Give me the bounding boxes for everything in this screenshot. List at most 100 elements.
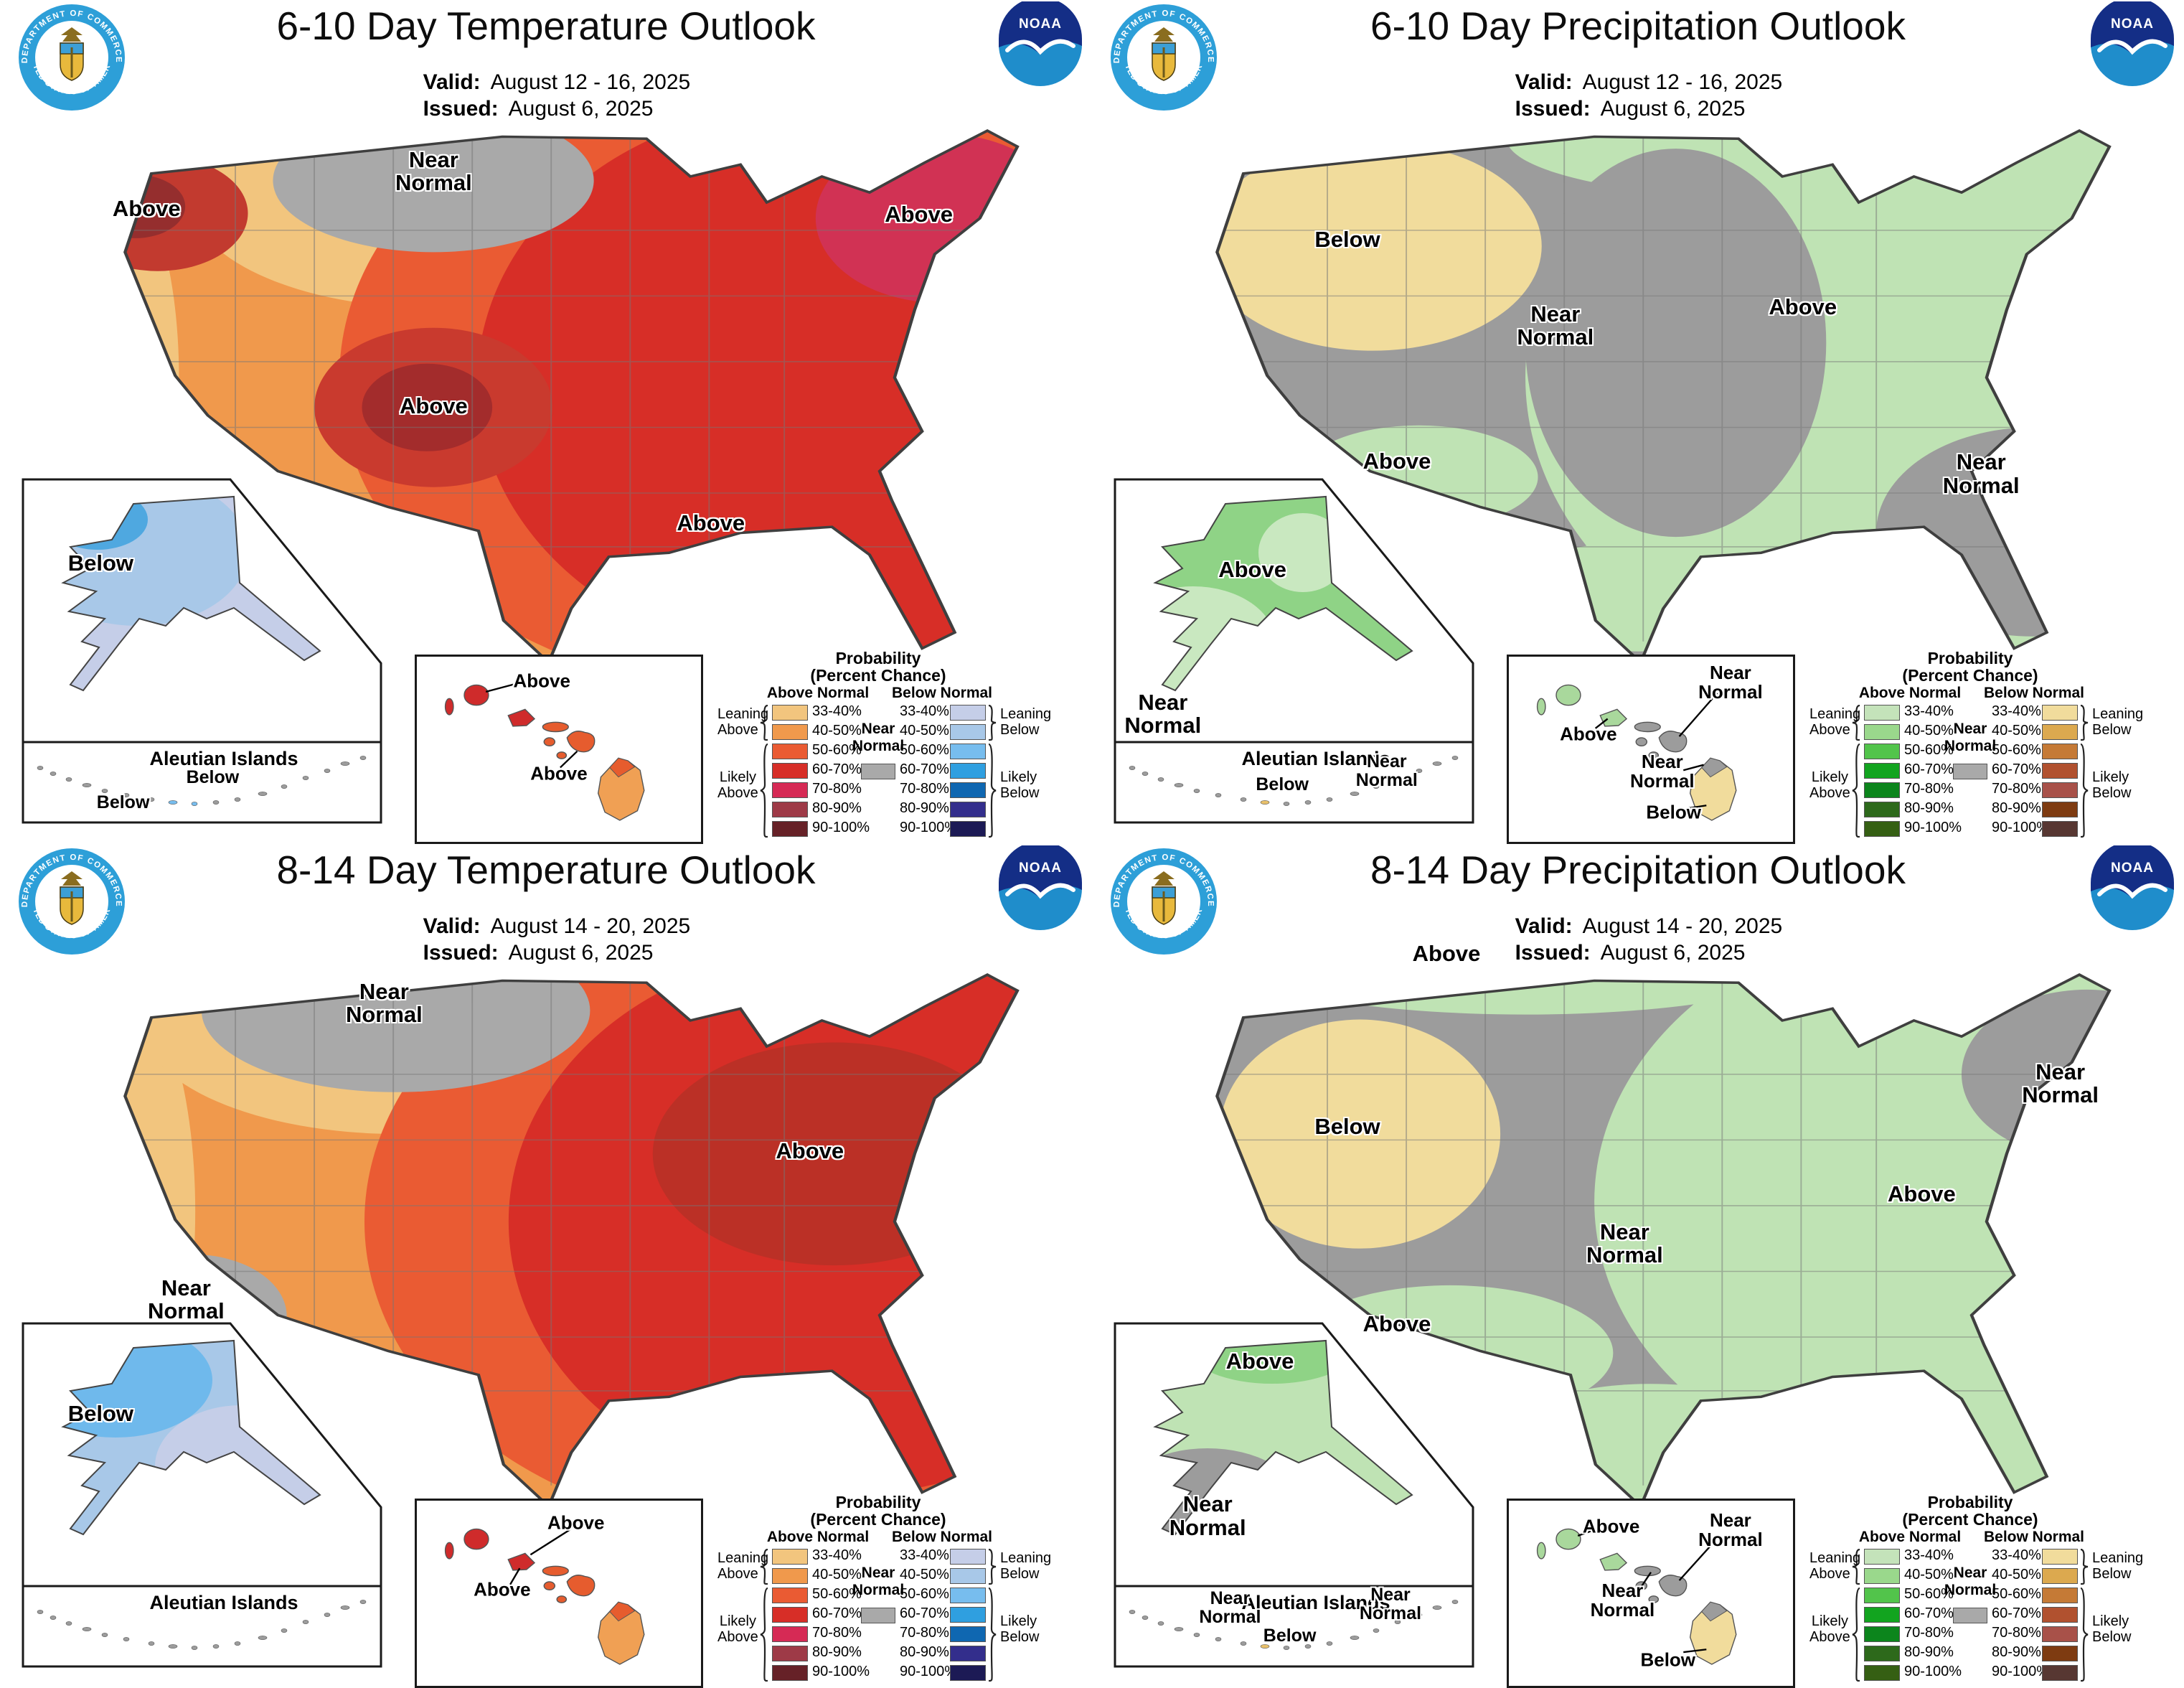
legend-above-percent: 33-40% — [812, 1547, 862, 1563]
panel-814-precipitation: DEPARTMENT OF COMMERCE UNITED STATES OF … — [1092, 844, 2184, 1688]
legend-above-percent: 33-40% — [1904, 1547, 1954, 1563]
legend-below-swatch — [2042, 1588, 2078, 1603]
region-label: Above — [547, 1511, 605, 1534]
legend-title: Probability — [835, 649, 921, 667]
legend-above-percent: 40-50% — [812, 723, 862, 738]
region-label: Near Normal — [1359, 1584, 1422, 1623]
region-label: Below — [186, 767, 240, 788]
leaning-below-label: Leaning Below — [1000, 706, 1052, 738]
legend-above-percent: 70-80% — [1904, 1625, 1954, 1641]
legend-below-percent: 80-90% — [900, 1644, 949, 1660]
region-label: Below — [67, 1401, 134, 1427]
legend-below-percent: 70-80% — [1992, 1625, 2041, 1641]
region-label: Below — [1256, 774, 1309, 795]
region-label: Near Normal — [2022, 1059, 2099, 1107]
probability-legend: Probability (Percent Chance) Above Normal B… — [717, 649, 1051, 844]
conus-map: Above Below Near Normal Above Near Normal Abo… — [1149, 923, 2140, 1540]
leaning-above-label: Leaning Above — [1809, 706, 1861, 738]
legend-below-percent: 60-70% — [900, 1605, 949, 1621]
leaning-above-brace — [1852, 1549, 1860, 1585]
noaa-logo-icon: NOAA — [2089, 844, 2175, 932]
region-label: Near Normal — [345, 978, 423, 1027]
legend-near-normal-label: Near Normal — [1944, 1565, 1997, 1598]
legend-below-swatch — [950, 1626, 986, 1642]
region-label: Below — [67, 550, 134, 576]
likely-below-brace — [987, 1588, 997, 1682]
page-title: 8-14 Day Precipitation Outlook — [1370, 848, 1906, 892]
legend-above-percent: 90-100% — [1904, 820, 1962, 835]
legend-below-percent: 70-80% — [1992, 781, 2041, 797]
legend-near-normal-swatch — [1953, 1608, 1987, 1623]
aleutian-islands-title: Aleutian Islands — [1241, 1591, 1390, 1613]
legend-above-swatch — [772, 802, 808, 817]
legend-above-swatch — [1864, 705, 1900, 721]
legend-above-percent: 50-60% — [812, 742, 862, 758]
legend-below-percent: 80-90% — [900, 800, 949, 816]
legend-below-percent: 33-40% — [1992, 1547, 2041, 1563]
conus-map-graphic — [1215, 129, 2112, 665]
legend-above-percent: 90-100% — [812, 1664, 870, 1679]
legend-above-percent: 50-60% — [812, 1586, 862, 1602]
region-label: Above — [530, 762, 588, 784]
legend-above-swatch — [1864, 1607, 1900, 1623]
region-label: Near Normal — [1590, 1580, 1655, 1621]
legend-above-percent: 60-70% — [1904, 761, 1954, 777]
legend-above-percent: 90-100% — [1904, 1664, 1962, 1679]
region-label: Near Normal — [1630, 750, 1695, 792]
region-label: Near Normal — [1124, 689, 1202, 738]
legend-above-percent: 70-80% — [1904, 781, 1954, 797]
issued-label: Issued: — [1515, 97, 1591, 121]
issued-value: August 6, 2025 — [508, 941, 654, 965]
alaska-inset-map: Aleutian Islands Below — [19, 1319, 392, 1671]
department-of-commerce-seal-icon: DEPARTMENT OF COMMERCE UNITED STATES OF … — [1106, 0, 1218, 112]
likely-below-label: Likely Below — [1000, 1613, 1040, 1645]
legend-above-percent: 33-40% — [812, 703, 862, 719]
legend-below-percent: 50-60% — [1992, 742, 2041, 758]
region-label: Above — [776, 1138, 844, 1164]
legend-below-swatch — [2042, 1607, 2078, 1623]
legend-above-swatch — [772, 1568, 808, 1584]
legend-below-swatch — [950, 724, 986, 740]
legend-below-swatch — [2042, 744, 2078, 759]
legend-below-swatch — [950, 1607, 986, 1623]
legend-below-percent: 50-60% — [900, 742, 949, 758]
legend-subtitle: (Percent Chance) — [810, 1510, 946, 1529]
legend-below-percent: 40-50% — [900, 723, 949, 738]
issued-line: Issued: August 6, 2025 — [423, 939, 691, 966]
legend-above-percent: 40-50% — [1904, 723, 1954, 738]
page-title: 6-10 Day Precipitation Outlook — [1370, 4, 1906, 48]
region-label: Above — [1560, 723, 1617, 745]
conus-map-graphic — [123, 129, 1020, 665]
valid-label: Valid: — [423, 914, 481, 938]
legend-below-percent: 50-60% — [1992, 1586, 2041, 1602]
conus-map-graphic — [123, 973, 1020, 1509]
valid-value: August 12 - 16, 2025 — [490, 70, 691, 94]
legend-above-swatch — [772, 821, 808, 837]
legend-above-swatch — [772, 1588, 808, 1603]
legend-above-percent: 90-100% — [812, 820, 870, 835]
alaska-inset-map: Aleutian Islands Above Near Normal Near Nor… — [1111, 1319, 1484, 1671]
probability-legend: Probability (Percent Chance) Above Normal B… — [1809, 1493, 2143, 1688]
valid-label: Valid: — [1515, 70, 1573, 94]
region-label: Near Normal — [1355, 751, 1418, 790]
page-title: 6-10 Day Temperature Outlook — [276, 4, 816, 48]
legend-below-swatch — [2042, 1646, 2078, 1661]
legend-below-percent: 60-70% — [900, 761, 949, 777]
hawaii-inset-map: Above Above — [415, 655, 703, 844]
legend-above-swatch — [1864, 724, 1900, 740]
legend-above-percent: 60-70% — [812, 761, 862, 777]
legend-above-swatch — [772, 1626, 808, 1642]
legend-above-swatch — [772, 1549, 808, 1565]
svg-text:NOAA: NOAA — [2111, 861, 2154, 876]
region-label: Above — [1769, 294, 1837, 320]
conus-map: Near Normal Above Above Above Above — [57, 79, 1048, 696]
date-block: Valid: August 12 - 16, 2025 Issued: August… — [1515, 69, 1783, 122]
region-label: Above — [885, 202, 953, 228]
legend-above-swatch — [1864, 782, 1900, 798]
legend-above-swatch — [772, 724, 808, 740]
legend-below-percent: 33-40% — [1992, 703, 2041, 719]
region-label: Above — [677, 510, 745, 536]
legend-above-swatch — [772, 744, 808, 759]
panel-610-temperature: DEPARTMENT OF COMMERCE UNITED STATES OF … — [0, 0, 1092, 844]
